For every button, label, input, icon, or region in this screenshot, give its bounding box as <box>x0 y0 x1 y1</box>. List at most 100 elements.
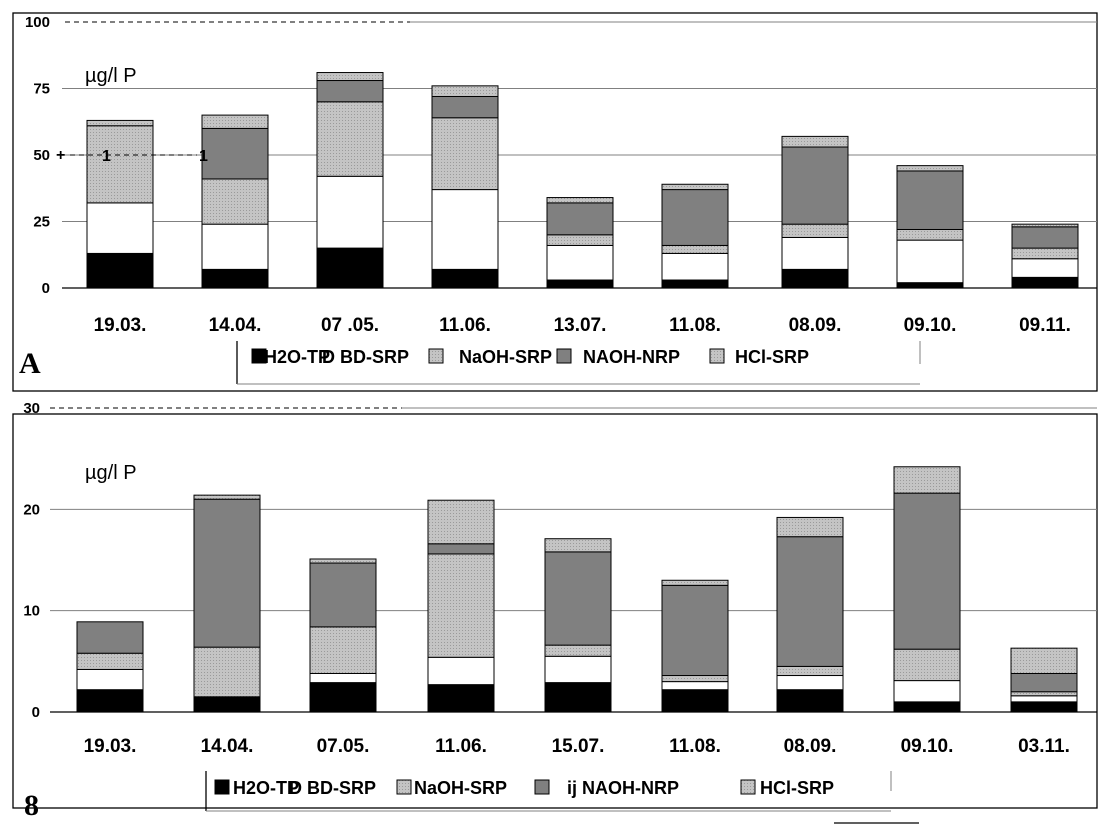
bar-segment-h2o-tp <box>201 268 269 289</box>
bar-segment-h2o-tp <box>546 279 614 289</box>
bar-segment-naoh-nrp <box>661 189 729 246</box>
bar-segment-naoh-srp <box>193 646 261 698</box>
y-tick-label: 75 <box>33 81 50 98</box>
bar-segment-bd-srp <box>781 236 849 270</box>
bar-segment-hcl-srp <box>893 466 961 494</box>
bar-segment-naoh-nrp <box>893 492 961 650</box>
bar-segment-hcl-srp <box>1010 647 1078 674</box>
bar-segment-hcl-srp <box>661 183 729 191</box>
bar-segment-naoh-srp <box>86 125 154 204</box>
bar-segment-naoh-srp <box>781 223 849 238</box>
legend-swatch <box>214 779 230 795</box>
legend: H2O-TPD BD-SRP NaOH-SRP NAOH-NRP HCl-SRP <box>236 341 921 385</box>
legend-label: HCl-SRP <box>735 347 809 367</box>
y-tick-label: 30 <box>23 400 40 417</box>
bar-segment-bd-srp <box>544 655 612 684</box>
bar-segment-naoh-srp <box>76 652 144 670</box>
bar-segment-naoh-nrp <box>309 562 377 628</box>
bar-segment-hcl-srp <box>309 558 377 564</box>
bar-segment-naoh-srp <box>893 648 961 682</box>
x-tick-label: 08.09. <box>784 736 837 757</box>
bar-segment-naoh-srp <box>546 234 614 246</box>
bar-segment-h2o-tp <box>781 268 849 289</box>
bar-segment-naoh-srp <box>1011 247 1079 260</box>
bar-segment-naoh-nrp <box>546 202 614 236</box>
bar-segment-hcl-srp <box>781 135 849 148</box>
bar-segment-naoh-nrp <box>316 80 384 103</box>
bar-segment-naoh-nrp <box>776 536 844 667</box>
bar-segment-h2o-tp <box>309 682 377 713</box>
y-tick-label: 100 <box>25 14 50 31</box>
bar-segment-naoh-srp <box>1010 691 1078 697</box>
legend-label: HCl-SRP <box>760 778 834 798</box>
bar-segment-h2o-tp <box>193 696 261 713</box>
panel-label: A <box>19 347 41 380</box>
y-tick-label: 10 <box>23 603 40 620</box>
x-tick-label: 19.03. <box>84 736 137 757</box>
bar-segment-hcl-srp <box>431 85 499 97</box>
bar-segment-naoh-nrp <box>1010 672 1078 693</box>
x-tick-label: 03.11. <box>1018 736 1070 757</box>
y-tick-label: 0 <box>32 704 40 721</box>
x-tick-label: 07 .05. <box>321 315 379 336</box>
x-tick-label: 19.03. <box>94 315 147 336</box>
bar-segment-h2o-tp <box>1010 701 1078 713</box>
x-tick-label: 14.04. <box>209 315 262 336</box>
bar-segment-hcl-srp <box>896 165 964 172</box>
bar-segment-bd-srp <box>86 202 154 254</box>
x-tick-label: 11.08. <box>669 315 721 336</box>
bar-segment-naoh-srp <box>427 553 495 658</box>
x-tick-label: 11.08. <box>669 736 721 757</box>
annotation-label-right: 1 <box>199 148 208 165</box>
bar-segment-naoh-nrp <box>544 551 612 646</box>
y-tick-label: 20 <box>23 501 40 518</box>
bar-segment-hcl-srp <box>427 499 495 545</box>
unit-label: µg/l P <box>85 462 137 484</box>
x-tick-label: 09.10. <box>901 736 954 757</box>
bar-segment-naoh-srp <box>776 665 844 677</box>
bar-segment-naoh-nrp <box>1011 226 1079 249</box>
bar-segment-naoh-nrp <box>201 127 269 180</box>
bar-segment-naoh-nrp <box>193 498 261 648</box>
bar-segment-h2o-tp <box>776 689 844 713</box>
unit-label: µg/l P <box>85 65 137 87</box>
x-tick-label: 09.11. <box>1019 315 1071 336</box>
bar-segment-hcl-srp <box>661 579 729 586</box>
y-tick-label: 25 <box>33 214 50 231</box>
x-tick-label: 13.07. <box>554 315 607 336</box>
legend-label: NAOH-NRP <box>583 347 680 367</box>
bar-segment-h2o-tp <box>431 268 499 289</box>
legend-swatch <box>556 348 572 364</box>
bar-segment-naoh-srp <box>431 117 499 191</box>
bar-segment-bd-srp <box>776 675 844 691</box>
bar-segment-naoh-srp <box>309 626 377 674</box>
bar-segment-h2o-tp <box>544 682 612 713</box>
bar-segment-bd-srp <box>661 252 729 281</box>
panel-label: 8 <box>24 789 39 822</box>
legend-swatch <box>534 779 550 795</box>
bar-segment-bd-srp <box>546 244 614 281</box>
legend-swatch <box>428 348 444 364</box>
bar-segment-hcl-srp <box>546 197 614 204</box>
chart-panel-1: 0 25 50 75 100 µg/l P 19.03. 14.04. 07 .05. 11.06… <box>12 12 1098 392</box>
bar-segment-h2o-tp <box>86 252 154 289</box>
bar-segment-bd-srp <box>76 668 144 691</box>
bar-segment-bd-srp <box>896 239 964 284</box>
bar-segment-hcl-srp <box>1011 223 1079 228</box>
bar-segment-naoh-nrp <box>431 95 499 119</box>
annotation-plus: + <box>56 147 65 164</box>
bar-segment-hcl-srp <box>86 119 154 127</box>
bar-segment-naoh-srp <box>896 228 964 241</box>
bar-segment-naoh-nrp <box>76 621 144 654</box>
bar-segment-naoh-srp <box>661 675 729 683</box>
y-tick-label: 50 <box>33 147 50 164</box>
chart-frame <box>12 12 1098 392</box>
bar-segment-bd-srp <box>893 680 961 703</box>
bar-segment-naoh-nrp <box>427 543 495 555</box>
x-tick-label: 11.06. <box>439 315 491 336</box>
bar-segment-h2o-tp <box>896 282 964 289</box>
x-tick-label: 14.04. <box>201 736 254 757</box>
annotation-label-left: 1 <box>102 148 111 165</box>
bar-segment-naoh-nrp <box>661 584 729 677</box>
